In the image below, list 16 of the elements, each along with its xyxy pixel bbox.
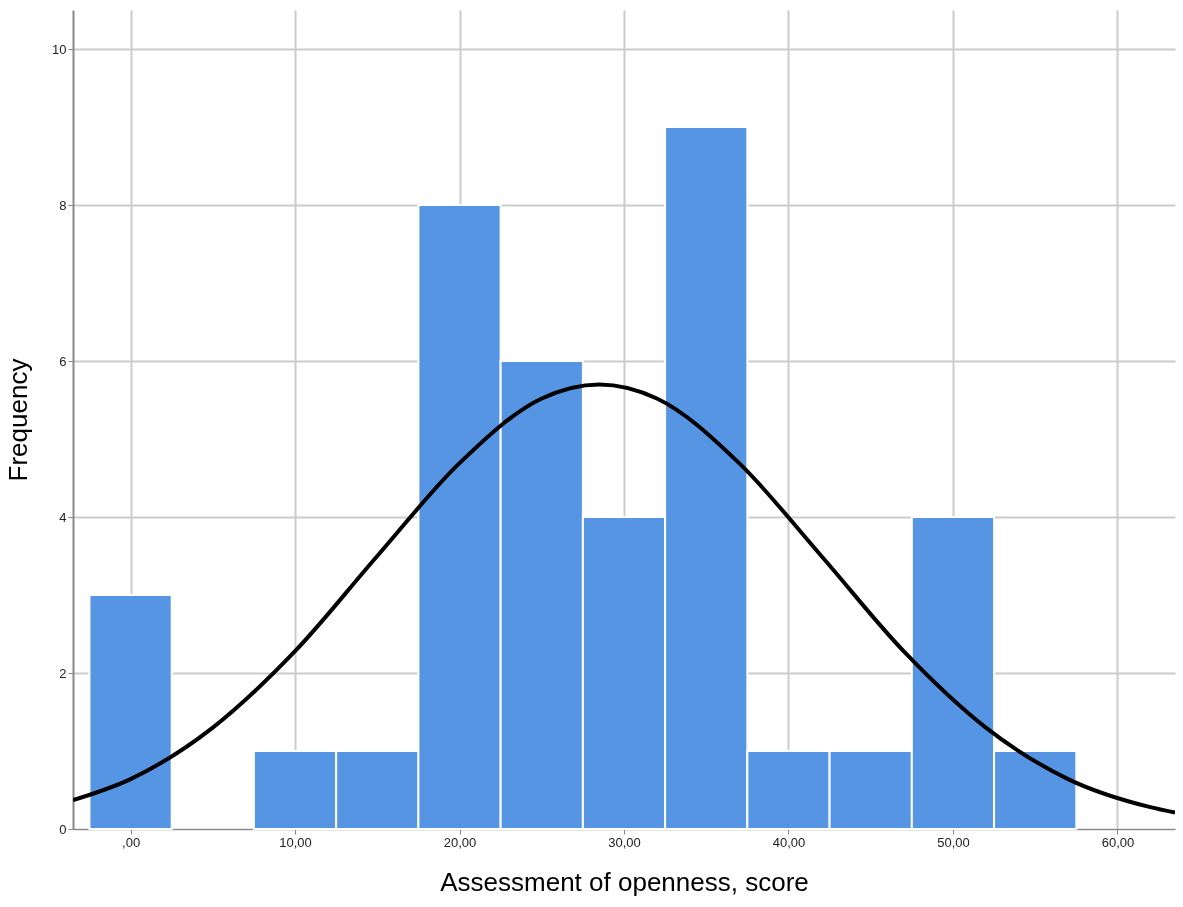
x-axis-title: Assessment of openness, score (440, 866, 809, 897)
y-tick-label: 2 (59, 665, 67, 681)
y-tick-label: 10 (52, 41, 67, 57)
x-tick-label: 30,00 (608, 834, 641, 850)
x-tick-label: 50,00 (937, 834, 970, 850)
line-series (73, 382, 1175, 815)
y-axis-title: Frequency (3, 358, 34, 482)
y-tick-label: 6 (59, 353, 67, 369)
y-tick-label: 4 (59, 509, 67, 525)
x-tick-label: 60,00 (1101, 834, 1135, 850)
x-tick-label: 40,00 (772, 834, 806, 850)
x-tick-label: ,00 (122, 834, 141, 850)
x-tick-label: 20,00 (443, 834, 477, 850)
y-tick-label: 0 (59, 821, 67, 837)
x-tick-label: 10,00 (279, 834, 312, 850)
y-tick-label: 8 (59, 197, 67, 213)
